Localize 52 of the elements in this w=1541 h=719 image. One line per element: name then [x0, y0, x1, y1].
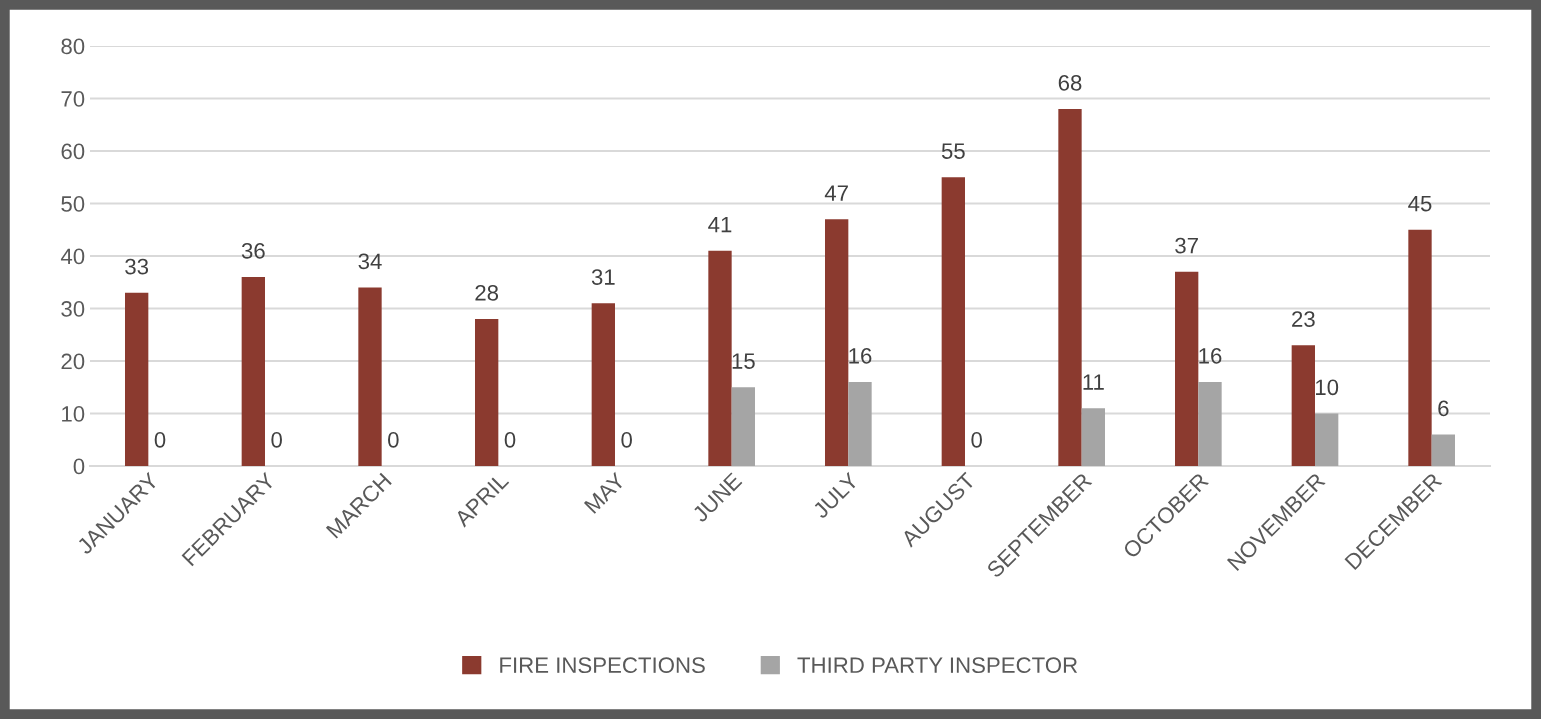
bar: [241, 277, 265, 466]
bar: [1175, 271, 1199, 466]
data-label: 47: [824, 185, 848, 201]
data-label: 11: [1083, 374, 1104, 390]
y-tick-label: 50: [61, 196, 85, 212]
bar: [1081, 408, 1105, 466]
bar: [1431, 434, 1455, 466]
y-tick-label: 80: [61, 38, 85, 55]
data-label: 15: [732, 353, 755, 369]
data-label: 10: [1316, 379, 1339, 396]
data-label: 31: [591, 269, 615, 285]
data-label: 16: [1199, 347, 1222, 364]
bar: [848, 382, 872, 466]
data-label: 33: [125, 258, 149, 275]
y-tick-label: 20: [61, 353, 85, 370]
data-label: 45: [1408, 195, 1432, 212]
data-label: 68: [1058, 74, 1082, 91]
data-label: 0: [971, 431, 982, 448]
data-label: 0: [271, 431, 282, 448]
bar: [731, 387, 755, 466]
legend-label: FIRE INSPECTIONS: [500, 657, 705, 674]
data-label: 0: [154, 431, 166, 448]
data-label: 16: [849, 347, 872, 364]
data-label: 37: [1175, 237, 1198, 254]
data-label: 0: [504, 431, 516, 448]
legend-label: THIRD PARTY INSPECTOR: [797, 657, 1078, 674]
y-tick-label: 40: [60, 248, 85, 265]
bar: [125, 292, 149, 466]
bar: [475, 319, 499, 466]
y-tick-label: 60: [61, 143, 85, 160]
data-label: 0: [388, 431, 399, 448]
bar: [825, 219, 849, 466]
data-label: 0: [621, 431, 632, 448]
data-label: 28: [475, 284, 499, 301]
bar: [1291, 345, 1315, 466]
data-label: 34: [358, 253, 382, 270]
bar: [1408, 229, 1432, 466]
y-tick-label: 30: [61, 301, 85, 317]
bar: [708, 250, 732, 466]
bar: [1315, 413, 1339, 466]
data-label: 36: [241, 242, 265, 259]
data-label: 6: [1438, 400, 1449, 417]
bar: [941, 177, 965, 466]
y-tick-label: 10: [62, 406, 85, 422]
data-label: 41: [708, 216, 732, 233]
bar: [1058, 109, 1082, 466]
data-label: 23: [1292, 311, 1315, 327]
bar: [358, 287, 382, 466]
data-label: 55: [941, 143, 965, 159]
bar: [591, 303, 615, 466]
y-tick-label: 70: [61, 91, 85, 107]
bar: [1198, 382, 1222, 466]
